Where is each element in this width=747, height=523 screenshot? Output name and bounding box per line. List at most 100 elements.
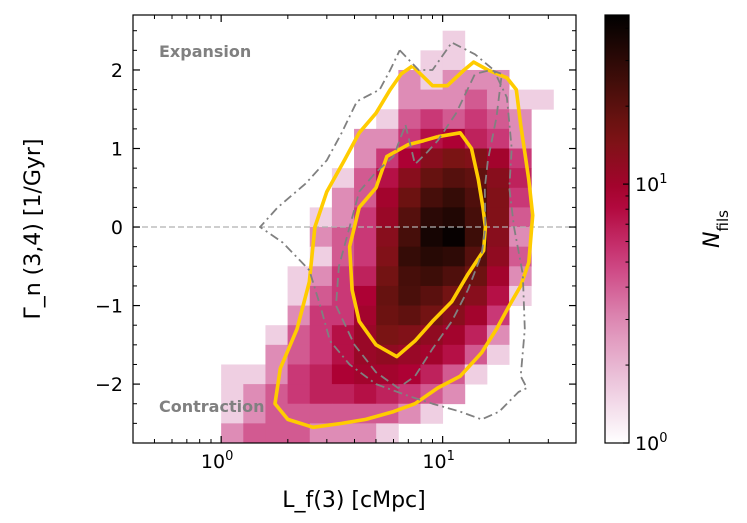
expansion-annotation: Expansion: [159, 42, 251, 61]
heatmap-cell: [509, 207, 532, 228]
heatmap-cell: [287, 266, 311, 287]
contour-lines: [259, 41, 535, 430]
heatmap-cell: [331, 364, 355, 385]
heatmap-cell: [509, 246, 532, 267]
heatmap-cell: [442, 30, 466, 51]
heatmap-cell: [354, 227, 377, 248]
heatmap-cell: [398, 69, 421, 91]
heatmap-cell: [486, 305, 510, 326]
heatmap-cell: [464, 168, 488, 189]
heatmap-cell: [331, 187, 355, 208]
heatmap-cell: [243, 403, 266, 424]
heatmap-cell: [464, 227, 488, 248]
heatmap-cell: [221, 364, 244, 385]
colorbar-label: Nfils: [700, 210, 732, 248]
heatmap-cell: [354, 364, 377, 385]
heatmap-cell: [354, 168, 377, 189]
heatmap-cell: [354, 423, 377, 443]
heatmap-cell: [354, 285, 377, 306]
heatmap-cell: [398, 89, 421, 110]
heatmap-cell: [376, 246, 399, 267]
heatmap-cell: [376, 187, 399, 208]
heatmap-cell: [376, 128, 399, 149]
heatmap-cell: [420, 285, 444, 306]
heatmap-cell: [376, 364, 399, 385]
heatmap-cell: [309, 384, 333, 405]
heatmap-cell: [442, 109, 466, 130]
heatmap-cell: [442, 50, 466, 71]
heatmap-cell: [509, 128, 532, 149]
heatmap-cell: [509, 285, 532, 306]
heatmap-cell: [354, 246, 377, 267]
heatmap-cell: [376, 325, 399, 346]
heatmap-cell: [486, 266, 510, 287]
heatmap-cell: [420, 168, 444, 189]
heatmap-cell: [309, 285, 333, 306]
heatmap-cell: [486, 246, 510, 267]
colorbar-tick-label: 101: [635, 172, 667, 196]
heatmap-cell: [376, 266, 399, 287]
heatmap-cell: [509, 187, 532, 208]
heatmap-cell: [354, 148, 377, 169]
y-tick-label: 1: [111, 139, 123, 161]
axis-ticks: 100 101 2 1 0 −1 −2: [95, 15, 576, 473]
heatmap-cell: [420, 109, 444, 130]
heatmap-cell: [442, 364, 466, 385]
heatmap-cell: [309, 344, 333, 365]
x-tick-label: 101: [422, 449, 454, 473]
heatmap-cell: [398, 187, 421, 208]
heatmap-cell: [376, 207, 399, 228]
heatmap-cell: [420, 305, 444, 326]
heatmap-cell: [331, 403, 355, 424]
gold-inner-contour: [347, 131, 488, 359]
heatmap-cell: [376, 285, 399, 306]
heatmap-cell: [420, 266, 444, 287]
heatmap-cell: [221, 384, 244, 405]
heatmap-cell: [376, 305, 399, 326]
heatmap-cell: [464, 109, 488, 130]
heatmap-cell: [509, 227, 532, 248]
heatmap-cell: [287, 423, 311, 443]
heatmap-cell: [243, 384, 266, 405]
heatmap-cell: [464, 128, 488, 149]
heatmap-cell: [398, 266, 421, 287]
heatmap-cell: [486, 227, 510, 248]
heatmap-cell: [376, 109, 399, 130]
heatmap-cell: [287, 344, 311, 365]
heatmap-cell: [331, 325, 355, 346]
heatmap-cell: [398, 325, 421, 346]
heatmap-cell: [265, 364, 288, 385]
heatmap-cell: [354, 266, 377, 287]
heatmap-cell: [309, 266, 333, 287]
heatmap-cell: [442, 266, 466, 287]
heatmap-cell: [398, 305, 421, 326]
heatmap-cell: [331, 423, 355, 443]
heatmap-cell: [309, 364, 333, 385]
heatmap-cell: [265, 325, 288, 346]
x-tick-label: 100: [201, 449, 233, 473]
heatmap-cell: [420, 89, 444, 110]
heatmap-cell: [331, 384, 355, 405]
heatmap-cell: [398, 207, 421, 228]
heatmap-cell: [464, 69, 488, 91]
heatmap-cell: [354, 344, 377, 365]
heatmap-cell: [486, 207, 510, 228]
heatmap-cell: [464, 305, 488, 326]
heatmap-cell: [331, 207, 355, 228]
y-axis-label: Γ_n (3,4) [1/Gyr]: [21, 138, 46, 319]
heatmap-cell: [221, 423, 244, 443]
heatmap-cell: [398, 148, 421, 169]
heatmap-cell: [420, 403, 444, 424]
heatmap-cell: [398, 246, 421, 267]
colorbar-frame: [604, 14, 630, 444]
heatmap-cell: [420, 364, 444, 385]
colorbar-ticks: 100 101: [623, 27, 667, 455]
heatmap-cell: [486, 148, 510, 169]
heatmap-cell: [420, 246, 444, 267]
heatmap-cell: [398, 168, 421, 189]
heatmap-cell: [486, 325, 510, 346]
heatmap-cell: [309, 305, 333, 326]
heatmap-cell: [398, 285, 421, 306]
heatmap-cell: [486, 344, 510, 365]
heatmap-cell: [464, 207, 488, 228]
